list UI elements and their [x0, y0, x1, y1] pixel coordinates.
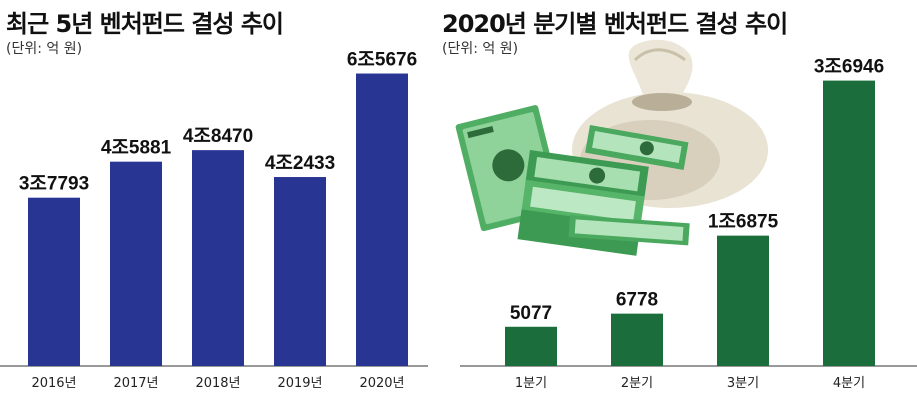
money-illustration — [455, 39, 768, 256]
left-bar-3 — [274, 177, 326, 366]
right-tick-label-1: 2분기 — [621, 376, 653, 391]
left-bar-1 — [110, 161, 162, 366]
right-data-label-3: 3조6946 — [814, 57, 884, 78]
right-data-label-2: 1조6875 — [708, 212, 779, 233]
right-tick-label-2: 3분기 — [727, 376, 759, 391]
right-tick-label-0: 1분기 — [515, 376, 547, 391]
right-chart-title: 2020년 분기별 벤처펀드 결성 추이 — [442, 10, 788, 38]
left-tick-label-2: 2018년 — [195, 376, 240, 391]
left-data-label-4: 6조5676 — [347, 50, 417, 71]
left-bar-4 — [356, 73, 408, 366]
left-tick-label-0: 2016년 — [31, 376, 76, 391]
right-tick-label-3: 4분기 — [833, 376, 865, 391]
right-bar-0 — [505, 326, 557, 366]
right-bar-chart: 5077 1분기 6778 2분기 1조6875 3분기 3조6946 4분기 — [455, 39, 917, 391]
left-tick-label-3: 2019년 — [277, 376, 322, 391]
right-bar-3 — [823, 80, 875, 366]
left-bar-2 — [192, 150, 244, 366]
right-bar-1 — [611, 313, 663, 366]
right-bar-2 — [717, 235, 769, 366]
left-data-label-1: 4조5881 — [101, 138, 172, 159]
left-data-label-2: 4조8470 — [183, 126, 253, 147]
left-chart-panel: 최근 5년 벤처펀드 결성 추이 (단위: 억 원) 3조7793 2016년 4조… — [0, 0, 430, 402]
left-bar-0 — [28, 197, 80, 366]
left-bar-chart: 3조7793 2016년 4조5881 2017년 4조8470 2018년 4조2433 2… — [0, 50, 428, 391]
left-data-label-0: 3조7793 — [19, 174, 89, 195]
left-tick-label-1: 2017년 — [113, 376, 158, 391]
left-chart-unit-note: (단위: 억 원) — [6, 41, 83, 57]
left-tick-label-4: 2020년 — [359, 376, 404, 391]
left-chart-title: 최근 5년 벤처펀드 결성 추이 — [6, 10, 284, 38]
right-data-label-1: 6778 — [616, 290, 658, 311]
right-chart-unit-note: (단위: 억 원) — [442, 41, 519, 57]
right-data-label-0: 5077 — [510, 303, 552, 324]
left-data-label-3: 4조2433 — [265, 153, 335, 174]
right-chart-panel: 5077 1분기 6778 2분기 1조6875 3분기 3조6946 4분기 2020년 분… — [440, 0, 917, 402]
